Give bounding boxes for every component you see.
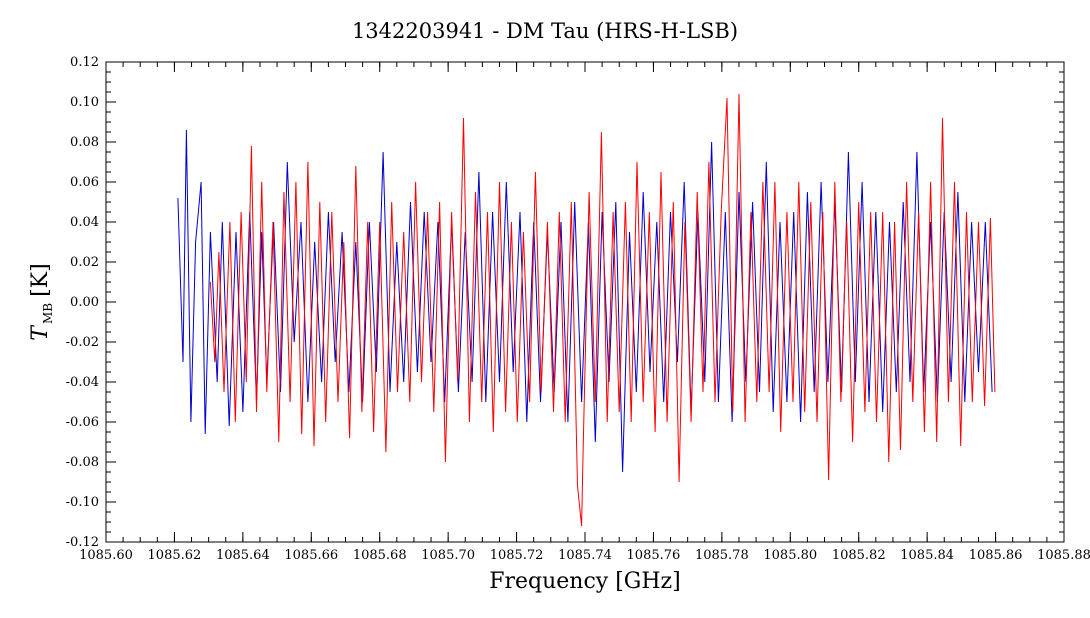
y-tick-label: 0.12: [70, 55, 99, 70]
svg-text:TMB[K]: TMB [K]: [28, 263, 55, 340]
y-tick-label: 0.00: [70, 295, 99, 310]
x-tick-label: 1085.88: [1037, 548, 1090, 563]
x-tick-label: 1085.82: [832, 548, 886, 563]
y-tick-label: 0.02: [70, 255, 99, 270]
x-tick-label: 1085.64: [216, 548, 270, 563]
chart-title: 1342203941 - DM Tau (HRS-H-LSB): [352, 19, 738, 43]
series-line-2: [209, 93, 996, 527]
plot-frame: [105, 61, 1065, 543]
y-tick-label: -0.10: [66, 495, 99, 510]
ticks-layer: 1085.60 1085.62 1085.64 1085.66 1085.68 1085.…: [66, 55, 1090, 563]
y-tick-label: 0.08: [70, 135, 99, 150]
x-tick-label: 1085.84: [900, 548, 954, 563]
y-tick-label: -0.02: [66, 335, 99, 350]
y-tick-label: 0.10: [70, 95, 99, 110]
x-tick-label: 1085.60: [79, 548, 133, 563]
x-axis-label: Frequency [GHz]: [489, 569, 681, 594]
y-tick-label: -0.08: [66, 455, 99, 470]
y-tick-label: 0.04: [70, 215, 99, 230]
x-tick-label: 1085.74: [558, 548, 612, 563]
x-tick-label: 1085.78: [695, 548, 749, 563]
y-axis-unit: [K]: [28, 263, 53, 297]
y-axis-label: TMB [K]: [28, 263, 55, 340]
x-tick-label: 1085.72: [490, 548, 544, 563]
y-tick-label: -0.12: [66, 535, 99, 550]
x-tick-label: 1085.86: [969, 548, 1023, 563]
y-axis-symbol: T: [28, 324, 53, 341]
x-tick-label: 1085.76: [627, 548, 681, 563]
x-tick-label: 1085.62: [148, 548, 202, 563]
x-tick-label: 1085.70: [421, 548, 475, 563]
x-tick-label: 1085.68: [353, 548, 407, 563]
series-line-1: [177, 129, 993, 473]
series-layer: [177, 93, 996, 527]
y-tick-label: -0.06: [66, 415, 99, 430]
y-axis-subscript: MB: [41, 303, 55, 324]
y-tick-label: -0.04: [66, 375, 99, 390]
x-tick-label: 1085.66: [284, 548, 338, 563]
x-tick-label: 1085.80: [763, 548, 817, 563]
y-tick-label: 0.06: [70, 175, 99, 190]
